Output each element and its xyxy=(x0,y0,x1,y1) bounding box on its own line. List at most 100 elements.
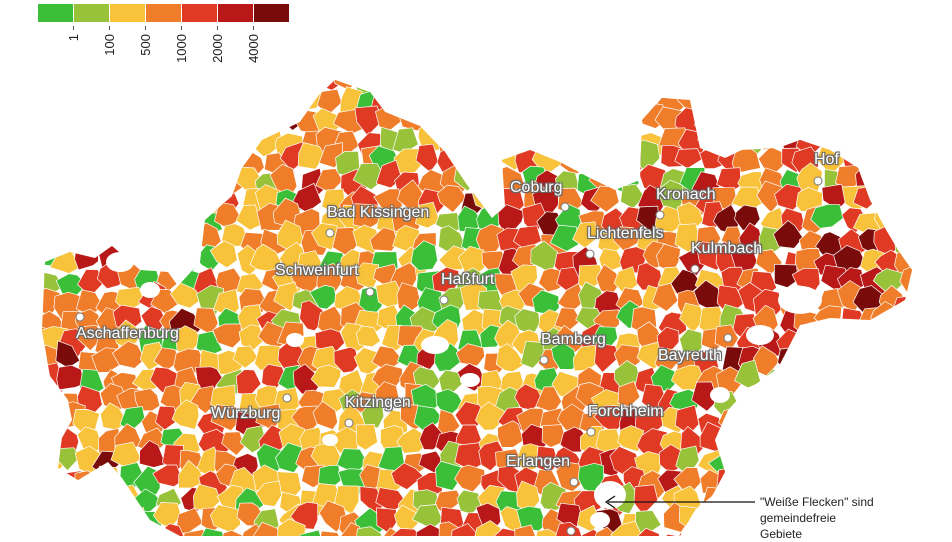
city-label-schweinfurt: Schweinfurt xyxy=(275,262,359,279)
municipality-cell xyxy=(178,147,201,172)
municipality-cell xyxy=(42,106,69,134)
municipality-cell xyxy=(874,405,900,439)
municipality-cell xyxy=(772,220,804,249)
municipality-cell xyxy=(235,80,261,97)
municipality-cell xyxy=(536,81,562,112)
municipality-cell xyxy=(42,308,43,333)
municipality-cell xyxy=(598,80,623,112)
city-label-hof: Hof xyxy=(814,151,839,168)
municipality-cell xyxy=(419,40,448,71)
municipality-cell xyxy=(77,531,107,536)
municipality-cell xyxy=(478,50,506,77)
municipality-cell xyxy=(674,148,704,170)
city-dot-kulmbach xyxy=(690,264,700,274)
municipality-cell xyxy=(892,401,912,433)
municipality-cell xyxy=(75,202,105,233)
municipality-cell xyxy=(98,41,123,70)
municipality-cell xyxy=(111,340,146,369)
municipality-cell xyxy=(210,404,240,432)
municipality-cell xyxy=(792,410,824,436)
municipality-cell xyxy=(881,429,907,459)
municipality-cell xyxy=(74,470,99,498)
municipality-cell xyxy=(838,427,868,459)
municipality-cell xyxy=(836,329,866,354)
municipality-cell xyxy=(221,223,248,248)
municipality-cell xyxy=(390,462,424,491)
municipality-cell xyxy=(396,427,430,454)
city-label-wuerzburg: Würzburg xyxy=(211,405,281,422)
city-label-coburg: Coburg xyxy=(510,179,563,196)
municipality-cell xyxy=(584,51,607,73)
municipality-cell xyxy=(720,102,747,130)
municipality-cell xyxy=(114,187,144,216)
municipality-cell xyxy=(162,147,187,176)
legend-swatch-6 xyxy=(254,4,290,22)
municipality-cell xyxy=(803,43,830,72)
municipality-cell xyxy=(169,282,203,309)
municipality-cell xyxy=(221,431,245,456)
municipality-cell xyxy=(570,89,600,114)
municipality-cell xyxy=(820,327,848,353)
municipality-cell xyxy=(392,91,423,115)
municipality-cell xyxy=(42,480,49,513)
municipality-cell xyxy=(462,143,485,169)
municipality-cell xyxy=(898,389,912,414)
annotation-arrow xyxy=(604,495,755,509)
municipality-cell xyxy=(42,391,44,415)
municipality-cell xyxy=(56,364,85,391)
municipality-cell xyxy=(192,80,221,92)
municipality-cell xyxy=(16,502,41,529)
municipality-cell xyxy=(742,390,770,421)
municipality-cell xyxy=(236,85,264,112)
legend-swatch-0 xyxy=(38,4,74,22)
municipality-cell xyxy=(854,323,884,352)
municipality-cell xyxy=(738,103,765,131)
city-label-kulmbach: Kulmbach xyxy=(691,240,763,257)
municipality-cell xyxy=(42,524,69,536)
municipality-cell xyxy=(897,167,912,195)
municipality-cell xyxy=(42,225,63,254)
municipality-cell xyxy=(835,382,864,412)
unincorporated-area xyxy=(106,252,134,272)
municipality-cell xyxy=(42,488,67,515)
municipality-cell xyxy=(694,105,724,135)
municipality-cell xyxy=(338,46,366,70)
municipality-cell xyxy=(691,381,719,412)
municipality-cell xyxy=(793,310,819,335)
municipality-cell xyxy=(897,328,912,357)
municipality-cell xyxy=(199,48,225,73)
municipality-cell xyxy=(773,80,803,90)
municipality-cell xyxy=(95,185,121,208)
municipality-cell xyxy=(92,491,119,516)
municipality-cell xyxy=(651,282,679,312)
municipality-cell xyxy=(455,112,484,138)
municipality-cell xyxy=(862,467,888,495)
municipality-cell xyxy=(452,80,487,90)
municipality-cell xyxy=(777,441,803,470)
municipality-cell xyxy=(594,42,616,68)
municipality-cell xyxy=(297,142,325,170)
municipality-cell xyxy=(778,403,805,432)
municipality-cell xyxy=(477,144,505,171)
municipality-cell xyxy=(900,346,912,375)
municipality-cell xyxy=(42,463,47,490)
unincorporated-area xyxy=(778,286,822,314)
municipality-cell xyxy=(557,80,585,98)
municipality-cell xyxy=(437,107,461,134)
municipality-cell xyxy=(836,40,862,66)
city-label-bad-kissingen: Bad Kissingen xyxy=(327,204,430,221)
municipality-cell xyxy=(139,440,167,468)
municipality-cell xyxy=(13,231,38,256)
municipality-cell xyxy=(116,212,149,237)
municipality-cell xyxy=(495,343,526,373)
municipality-cell xyxy=(478,131,505,157)
city-dot-hof xyxy=(813,176,823,186)
municipality-cell xyxy=(897,210,912,237)
municipality-cell xyxy=(42,406,66,434)
municipality-cell xyxy=(759,106,784,137)
municipality-cell xyxy=(832,410,859,434)
city-label-bamberg: Bamberg xyxy=(541,331,606,348)
city-dot-kitzingen xyxy=(344,418,354,428)
municipality-cell xyxy=(851,373,882,398)
municipality-cell xyxy=(255,80,280,93)
